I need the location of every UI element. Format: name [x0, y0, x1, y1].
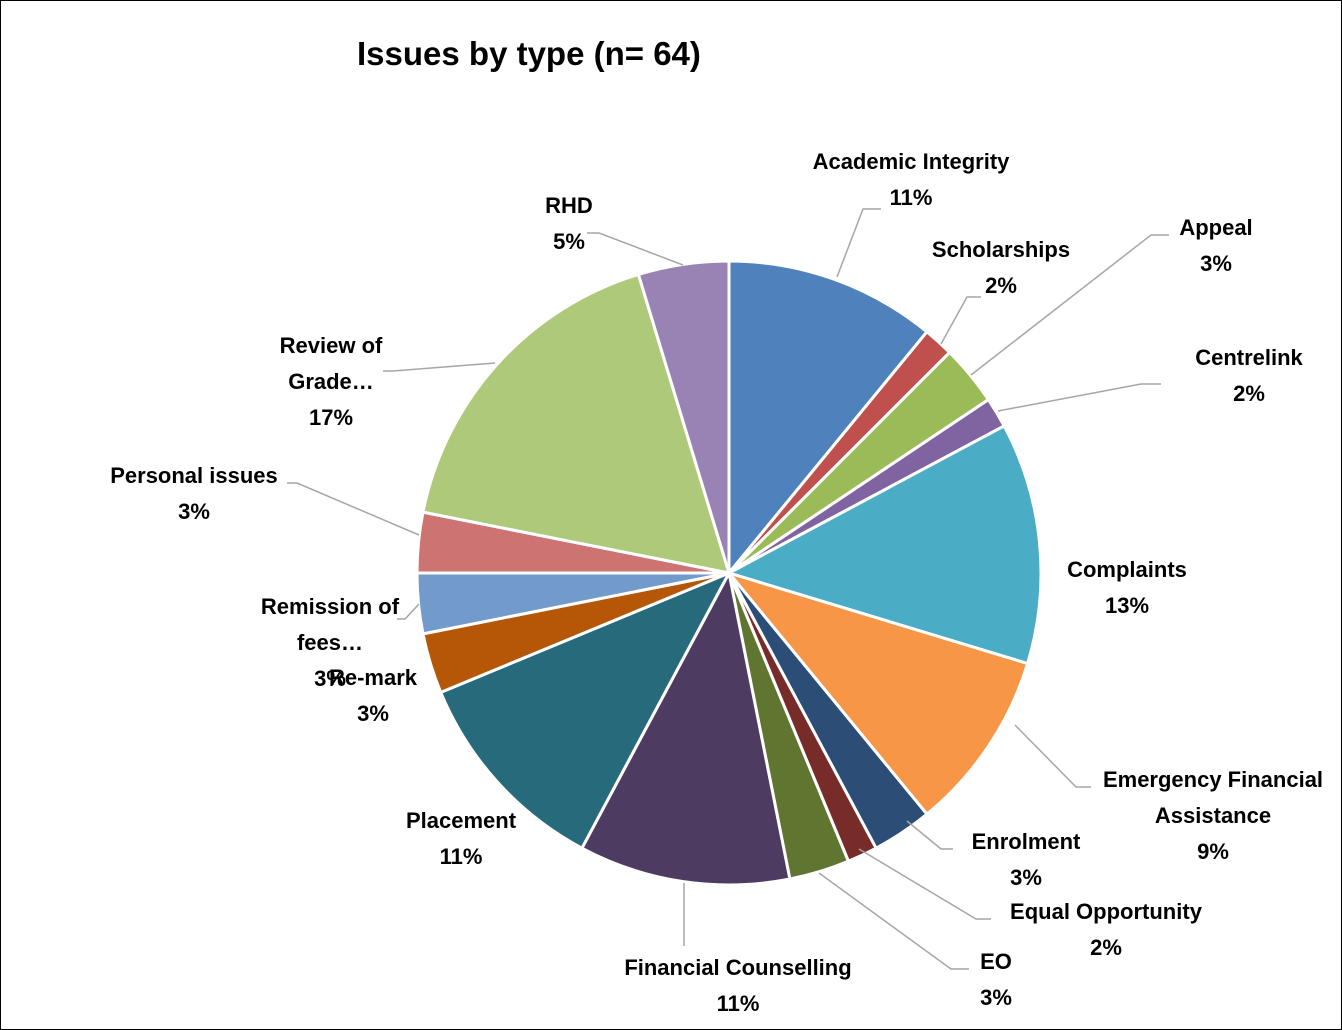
pie-slice-rhd [636, 259, 731, 575]
leader-line-remission-of-fees [397, 603, 420, 620]
leader-line-rhd [587, 232, 684, 266]
pie-slice-review-of-grade [421, 272, 731, 575]
pie-slice-emergency-financial-assistance [727, 571, 1030, 816]
leader-line-review-of-grade [383, 362, 496, 372]
leader-line-equal-opportunity [858, 848, 991, 920]
leader-line-enrolment [906, 820, 953, 850]
pie-slice-placement [439, 571, 731, 850]
leader-line-eo [818, 872, 969, 970]
data-label-emergency-financial-assistance: Emergency Financial Assistance 9% [1103, 767, 1323, 864]
data-label-remission-of-fees: Remission of fees… 3% [261, 594, 400, 691]
pie-slice-complaints [727, 424, 1043, 666]
data-label-enrolment: Enrolment 3% [972, 829, 1081, 890]
leader-line-academic-integrity [836, 208, 881, 278]
data-label-financial-counselling: Financial Counselling 11% [624, 955, 851, 1016]
data-label-review-of-grade: Review of Grade… 17% [280, 333, 383, 430]
data-label-complaints: Complaints 13% [1067, 557, 1187, 618]
data-label-scholarships: Scholarships 2% [932, 237, 1070, 298]
data-label-appeal: Appeal 3% [1179, 215, 1252, 276]
data-label-placement: Placement 11% [406, 808, 517, 869]
data-label-rhd: RHD 5% [545, 193, 593, 254]
pie-slice-financial-counselling [580, 571, 792, 887]
data-label-eo: EO 3% [980, 949, 1012, 1010]
pie-slice-academic-integrity [727, 259, 929, 575]
data-label-re-mark: Re-mark 3% [329, 665, 418, 726]
leader-line-emergency-financial-assistance [1014, 724, 1091, 788]
data-label-equal-opportunity: Equal Opportunity 2% [1010, 899, 1203, 960]
chart-title: Issues by type (n= 64) [357, 35, 701, 72]
leader-line-personal-issues [287, 482, 420, 536]
slice-labels: Academic Integrity 11% Scholarships 2% Appea… [110, 149, 1323, 1016]
data-label-personal-issues: Personal issues 3% [110, 463, 278, 524]
data-label-centrelink: Centrelink 2% [1195, 345, 1303, 406]
pie-slices [415, 259, 1043, 887]
leader-line-scholarships [940, 296, 981, 345]
leader-line-appeal [970, 234, 1169, 376]
data-label-academic-integrity: Academic Integrity 11% [813, 149, 1011, 210]
leader-line-centrelink [997, 383, 1161, 412]
leader-lines [287, 208, 1169, 970]
